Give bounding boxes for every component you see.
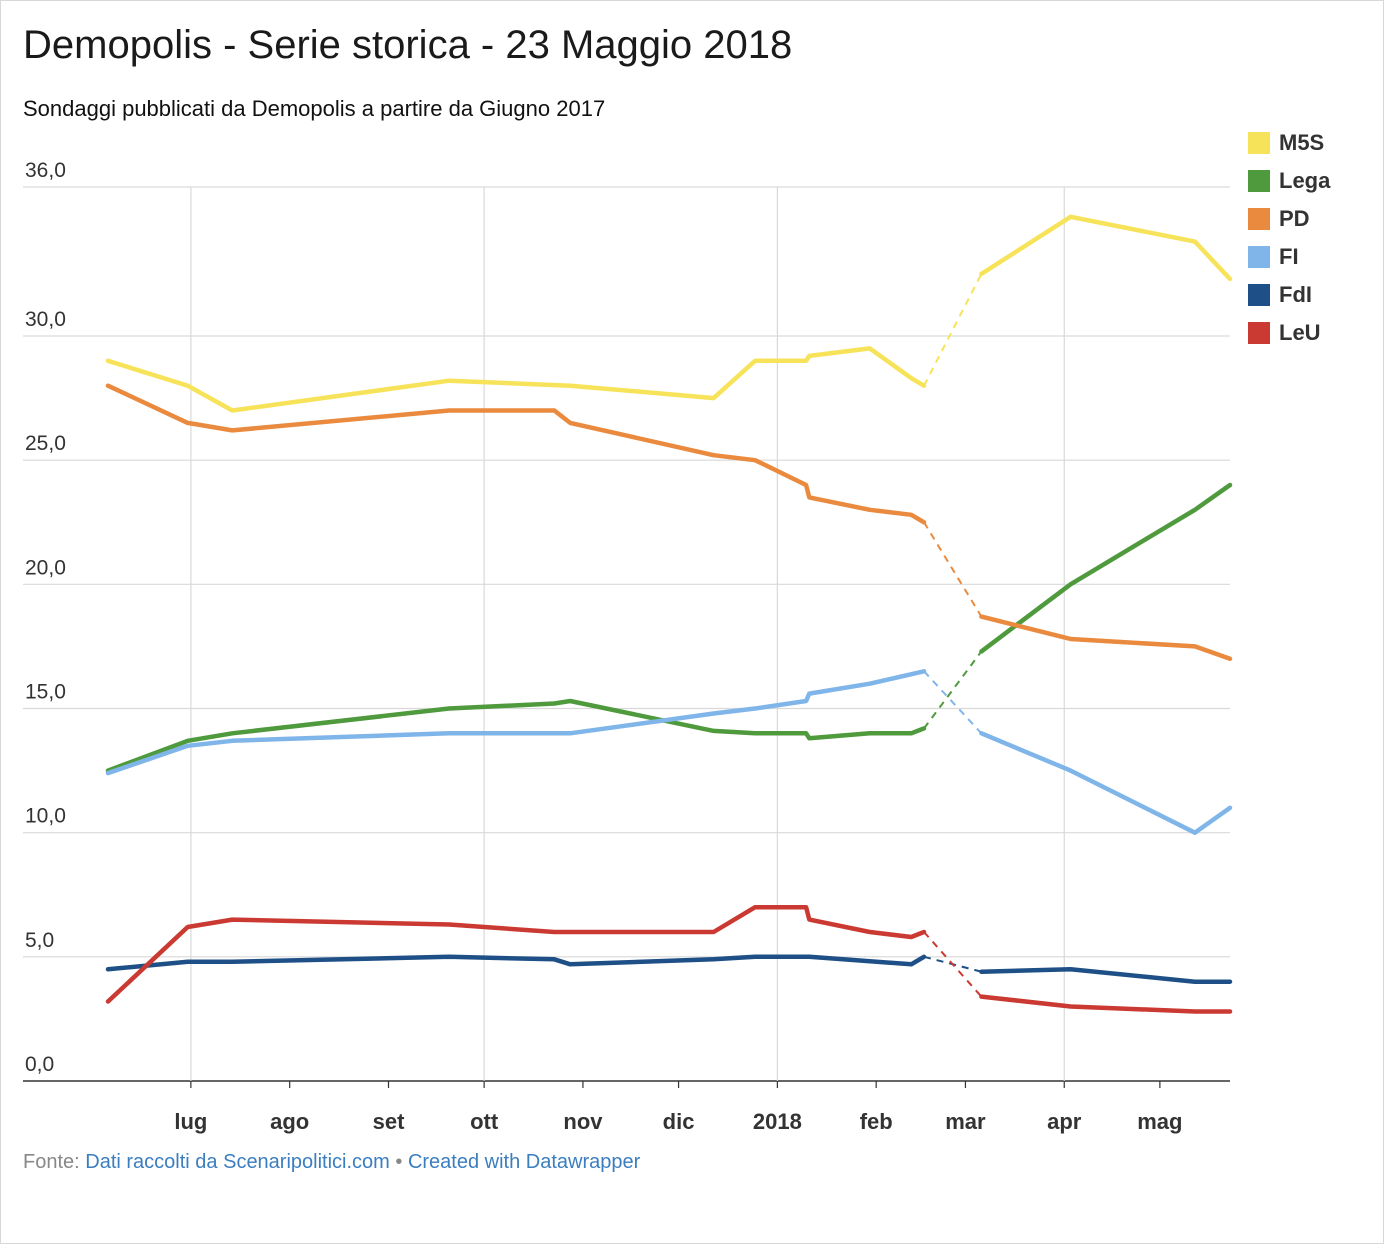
legend-item-m5s[interactable]: M5S: [1248, 130, 1324, 155]
legend: M5S Lega PD FI FdI LeU: [1248, 130, 1331, 345]
series-fi: [105, 669, 1233, 835]
line-leu-before: [105, 904, 927, 1004]
chart-title: Demopolis - Serie storica - 23 Maggio 20…: [23, 23, 793, 67]
x-axis: lug ago set ott nov dic 2018 feb mar apr mag: [174, 1081, 1183, 1134]
x-tick-label: lug: [174, 1109, 207, 1134]
y-tick-label: 20,0: [25, 556, 66, 579]
source-link[interactable]: Dati raccolti da Scenaripolitici.com: [85, 1151, 390, 1173]
x-tick-label: feb: [860, 1109, 893, 1134]
y-tick-label: 15,0: [25, 681, 66, 704]
x-tick-label: dic: [663, 1109, 695, 1134]
x-tick-label: ago: [270, 1109, 309, 1134]
legend-item-pd[interactable]: PD: [1248, 206, 1310, 231]
line-lega-gap: [923, 650, 983, 729]
y-tick-label: 36,0: [25, 159, 66, 182]
x-tick-label: ott: [470, 1109, 499, 1134]
line-pd-after: [979, 614, 1233, 662]
footer: Fonte: Dati raccolti da Scenaripolitici.…: [23, 1151, 640, 1174]
legend-swatch: [1248, 132, 1270, 154]
x-tick-label: set: [373, 1109, 405, 1134]
line-leu-gap: [923, 931, 983, 998]
line-fdi-before: [105, 954, 927, 972]
x-tick-label: apr: [1047, 1109, 1082, 1134]
gridlines: [23, 186, 1230, 1082]
footer-separator: •: [389, 1151, 408, 1173]
series-m5s: [105, 214, 1233, 413]
y-axis: 0,0 5,0 10,0 15,0 20,0 25,0 30,0 36,0: [25, 159, 66, 1076]
x-tick-label: 2018: [753, 1109, 802, 1134]
legend-item-fdi[interactable]: FdI: [1248, 282, 1312, 307]
series-fdi: [105, 954, 1233, 984]
y-tick-label: 0,0: [25, 1053, 54, 1076]
line-m5s-gap: [923, 273, 983, 387]
legend-swatch: [1248, 246, 1270, 268]
legend-label: Lega: [1279, 168, 1331, 193]
line-fi-gap: [923, 670, 983, 734]
line-pd-before: [105, 383, 927, 525]
y-tick-label: 25,0: [25, 432, 66, 455]
legend-label: LeU: [1279, 320, 1321, 345]
chart-subtitle: Sondaggi pubblicati da Demopolis a parti…: [23, 96, 606, 121]
legend-swatch: [1248, 208, 1270, 230]
legend-swatch: [1248, 170, 1270, 192]
legend-swatch: [1248, 322, 1270, 344]
datawrapper-link[interactable]: Created with Datawrapper: [407, 1151, 641, 1173]
legend-item-lega[interactable]: Lega: [1248, 168, 1331, 193]
legend-label: M5S: [1279, 130, 1324, 155]
line-m5s-after: [979, 214, 1233, 282]
legend-label: PD: [1279, 206, 1310, 231]
series-pd: [105, 383, 1233, 662]
x-tick-label: mag: [1137, 1109, 1182, 1134]
line-lega-before: [105, 698, 927, 773]
y-tick-label: 5,0: [25, 929, 54, 952]
line-leu-after: [979, 994, 1233, 1014]
footer-prefix: Fonte:: [23, 1151, 86, 1173]
legend-item-fi[interactable]: FI: [1248, 244, 1299, 269]
line-fi-before: [105, 669, 927, 776]
y-tick-label: 10,0: [25, 805, 66, 828]
legend-label: FdI: [1279, 282, 1312, 307]
series-lega: [105, 482, 1233, 773]
legend-swatch: [1248, 284, 1270, 306]
x-tick-label: mar: [945, 1109, 986, 1134]
legend-label: FI: [1279, 244, 1299, 269]
line-pd-gap: [923, 521, 983, 618]
line-fi-after: [979, 731, 1233, 835]
x-tick-label: nov: [563, 1109, 603, 1134]
series-lines: [105, 214, 1233, 1014]
line-lega-after: [979, 482, 1233, 654]
line-fdi-after: [979, 967, 1233, 984]
series-leu: [105, 904, 1233, 1014]
y-tick-label: 30,0: [25, 308, 66, 331]
line-m5s-before: [105, 346, 927, 413]
legend-item-leu[interactable]: LeU: [1248, 320, 1321, 345]
